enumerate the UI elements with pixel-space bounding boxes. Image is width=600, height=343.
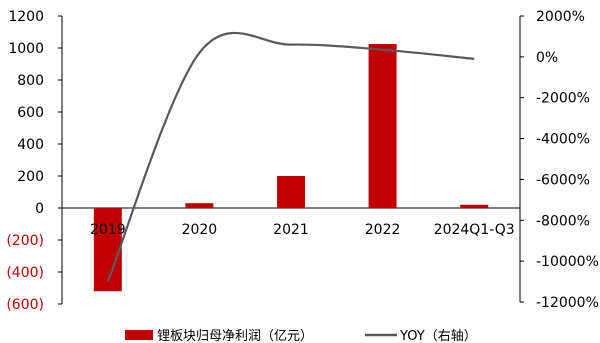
right-axis-tick-label: -6000%: [536, 172, 590, 188]
right-axis-tick-label: 2000%: [536, 9, 585, 25]
left-axis-tick-label: (600): [6, 297, 44, 313]
left-axis-tick-label: 0: [35, 201, 44, 217]
left-axis-tick-label: 400: [17, 137, 44, 153]
left-axis-tick-label: (400): [6, 265, 44, 281]
bar-2024Q1-Q3: [460, 204, 489, 208]
right-axis-tick-label: 0%: [536, 50, 558, 66]
legend-label-bar: 锂板块归母净利润（亿元）: [157, 329, 313, 343]
right-axis-tick-label: -2000%: [536, 91, 590, 107]
left-axis-tick-label: 200: [17, 169, 44, 185]
bar-2022: [368, 44, 397, 208]
x-axis-tick-label: 2021: [273, 222, 309, 238]
right-axis-tick-label: -4000%: [536, 132, 590, 148]
left-axis-tick-label: 1200: [8, 9, 44, 25]
right-axis-tick-label: -8000%: [536, 213, 590, 229]
legend-swatch-bar: [125, 330, 153, 340]
legend: 锂板块归母净利润（亿元） YOY（右轴）: [125, 329, 477, 343]
bar-2021: [277, 176, 305, 208]
bar-2019: [93, 208, 122, 292]
right-axis-tick-label: -10000%: [536, 254, 599, 270]
right-axis-tick-label: -12000%: [536, 295, 599, 311]
x-axis-tick-label: 2019: [90, 222, 126, 238]
left-axis-tick-label: 1000: [8, 41, 44, 57]
legend-label-line: YOY（右轴）: [399, 329, 477, 343]
left-axis-tick-label: (200): [6, 233, 44, 249]
plot-area: 1200 1000 800 600 400 200 0 (200) (400) (600) 2000…: [6, 9, 599, 313]
bar-2020: [185, 203, 214, 208]
left-axis-tick-label: 800: [17, 73, 44, 89]
yoy-line: [106, 31, 475, 282]
left-axis-tick-label: 600: [17, 105, 44, 121]
x-axis-tick-label: 2022: [365, 222, 401, 238]
x-axis-tick-label: 2024Q1-Q3: [434, 222, 515, 238]
x-axis-tick-label: 2020: [182, 222, 218, 238]
